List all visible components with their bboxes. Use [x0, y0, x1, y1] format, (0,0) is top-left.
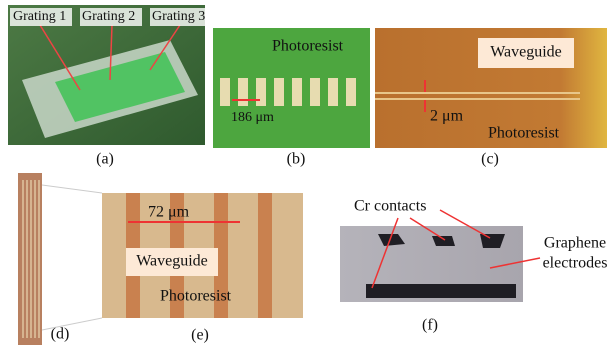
- annotation: Photoresist: [160, 288, 232, 305]
- panel-e: 72 μm Waveguide Photoresist (e): [102, 193, 303, 344]
- annotation: Waveguide: [490, 44, 562, 61]
- annotation: electrodes: [543, 255, 608, 272]
- panel-label: (d): [51, 326, 70, 343]
- annotation: Grating 1: [13, 9, 66, 24]
- annotation: Grating 2: [82, 9, 135, 24]
- panel-d: (d): [18, 173, 102, 345]
- annotation: Photoresist: [272, 38, 344, 55]
- panel-label: (c): [481, 151, 499, 168]
- annotation: Cr contacts: [354, 198, 426, 215]
- panel-f: Cr contacts Graphene electrodes (f): [340, 198, 607, 334]
- annotation: Photoresist: [488, 125, 560, 142]
- panel-b: Photoresist 186 μm (b): [213, 28, 370, 168]
- panel-a: Grating 1 Grating 2 Grating 3 (a): [8, 5, 212, 168]
- annotation: 72 μm: [148, 204, 190, 221]
- annotation: Graphene: [544, 235, 606, 252]
- figure: Grating 1 Grating 2 Grating 3 (a) Photor…: [0, 0, 613, 350]
- panel-label: (a): [96, 151, 114, 168]
- zoom-line: [42, 185, 102, 193]
- annotation: 186 μm: [231, 110, 274, 125]
- annotation: Waveguide: [136, 253, 208, 270]
- panel-c: Waveguide 2 μm Photoresist (c): [375, 28, 607, 168]
- annotation: 2 μm: [430, 108, 464, 125]
- annotation: Grating 3: [152, 9, 205, 24]
- panel-label: (b): [287, 151, 306, 168]
- panel-label: (f): [422, 317, 438, 334]
- panel-label: (e): [191, 327, 209, 344]
